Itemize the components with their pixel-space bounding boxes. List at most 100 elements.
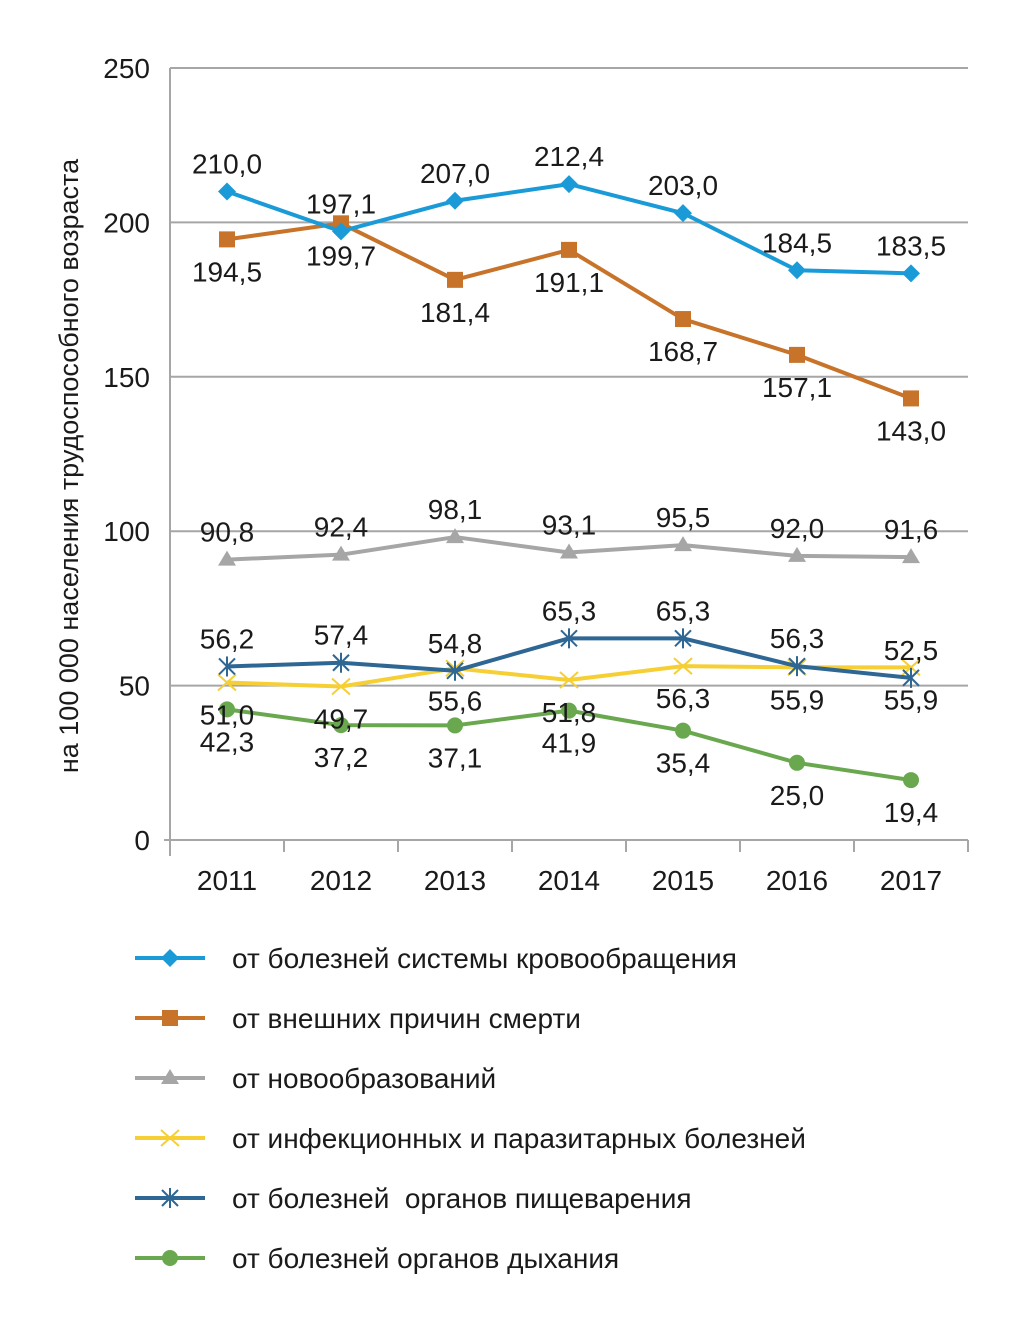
legend-label: от болезней системы кровообращения [232, 943, 737, 974]
series-4 [218, 628, 920, 688]
data-labels: 210,0 197,1 207,0 212,4 203,0 184,5 183,5 194,5… [192, 141, 946, 828]
legend-item: от новообразований [135, 1063, 496, 1094]
data-label: 90,8 [200, 517, 255, 548]
data-point [561, 241, 577, 258]
grid-lines [170, 67, 968, 687]
data-point [560, 543, 578, 559]
data-point [675, 311, 691, 328]
data-point [903, 390, 919, 407]
data-point [902, 264, 920, 283]
data-label: 197,1 [306, 188, 376, 219]
legend-item: от инфекционных и паразитарных болезней [135, 1123, 806, 1154]
data-point [332, 222, 350, 241]
y-tick-label: 250 [103, 53, 150, 84]
series-5 [219, 701, 919, 789]
data-label: 168,7 [648, 336, 718, 367]
legend-item: от болезней органов пищеварения [135, 1183, 692, 1214]
legend-marker [161, 1188, 179, 1208]
data-point [674, 204, 692, 223]
data-point [674, 628, 692, 649]
axes [164, 68, 969, 856]
data-label: 35,4 [656, 748, 711, 779]
y-tick-label: 0 [134, 825, 150, 856]
x-tick-label: 2014 [538, 865, 600, 896]
y-axis-label: на 100 000 населения трудоспособного воз… [54, 158, 84, 773]
data-label: 51,0 [200, 700, 255, 731]
x-tick-label: 2015 [652, 865, 714, 896]
legend-label: от болезней органов пищеварения [232, 1183, 692, 1214]
x-tick-label: 2017 [880, 865, 942, 896]
legend-label: от инфекционных и паразитарных болезней [232, 1123, 806, 1154]
data-label: 54,8 [428, 628, 483, 659]
data-label: 203,0 [648, 170, 718, 201]
data-label: 143,0 [876, 415, 946, 446]
y-tick-label: 200 [103, 207, 150, 238]
data-point [447, 717, 463, 734]
data-label: 194,5 [192, 256, 262, 287]
legend-marker [161, 1069, 179, 1084]
data-label: 181,4 [420, 297, 490, 328]
data-label: 212,4 [534, 141, 604, 172]
data-point [332, 545, 350, 561]
data-label: 56,3 [656, 683, 711, 714]
data-label: 65,3 [656, 595, 711, 626]
data-point [333, 717, 349, 734]
series-0 [218, 175, 920, 283]
data-label: 92,4 [314, 512, 369, 543]
y-tick-label: 50 [119, 671, 150, 702]
data-point [560, 175, 578, 194]
data-point [446, 660, 464, 681]
legend-label: от внешних причин смерти [232, 1003, 581, 1034]
data-point [446, 528, 464, 544]
data-label: 199,7 [306, 240, 376, 271]
data-point [218, 550, 236, 566]
data-label: 51,8 [542, 697, 597, 728]
data-point [788, 656, 806, 677]
x-tick-label: 2011 [197, 865, 257, 896]
legend-item: от болезней системы кровообращения [135, 943, 737, 974]
series-group [217, 175, 921, 789]
data-label: 157,1 [762, 372, 832, 403]
data-point [559, 671, 579, 689]
data-label: 95,5 [656, 502, 711, 533]
data-label: 55,9 [770, 684, 825, 715]
data-label: 92,0 [770, 513, 825, 544]
data-label: 25,0 [770, 780, 825, 811]
data-point [902, 548, 920, 564]
data-point [560, 628, 578, 649]
data-point [217, 673, 237, 692]
data-point [219, 701, 235, 718]
data-point [331, 677, 351, 696]
data-label: 37,2 [314, 742, 369, 773]
data-label: 55,6 [428, 685, 483, 716]
data-point [219, 231, 235, 248]
data-point [447, 271, 463, 288]
y-tick-label: 100 [103, 516, 150, 547]
legend-marker [162, 1010, 178, 1026]
data-label: 210,0 [192, 149, 262, 180]
legend-item: от болезней органов дыхания [135, 1243, 619, 1274]
data-label: 42,3 [200, 726, 255, 757]
x-tick-label: 2016 [766, 865, 828, 896]
data-label: 91,6 [884, 514, 939, 545]
data-point [903, 772, 919, 789]
data-label: 65,3 [542, 595, 597, 626]
data-point [218, 182, 236, 201]
data-label: 37,1 [428, 742, 483, 773]
data-point [789, 754, 805, 771]
legend-marker [162, 1250, 178, 1266]
data-label: 56,2 [200, 623, 255, 654]
legend-label: от новообразований [232, 1063, 496, 1094]
data-label: 56,3 [770, 623, 825, 654]
data-point [561, 702, 577, 719]
data-point [674, 536, 692, 552]
data-label: 57,4 [314, 620, 369, 651]
series-2 [218, 528, 920, 566]
legend-label: от болезней органов дыхания [232, 1243, 619, 1274]
data-point [788, 546, 806, 562]
data-point [332, 652, 350, 673]
data-label: 207,0 [420, 158, 490, 189]
y-tick-label: 150 [103, 362, 150, 393]
data-point [675, 722, 691, 739]
